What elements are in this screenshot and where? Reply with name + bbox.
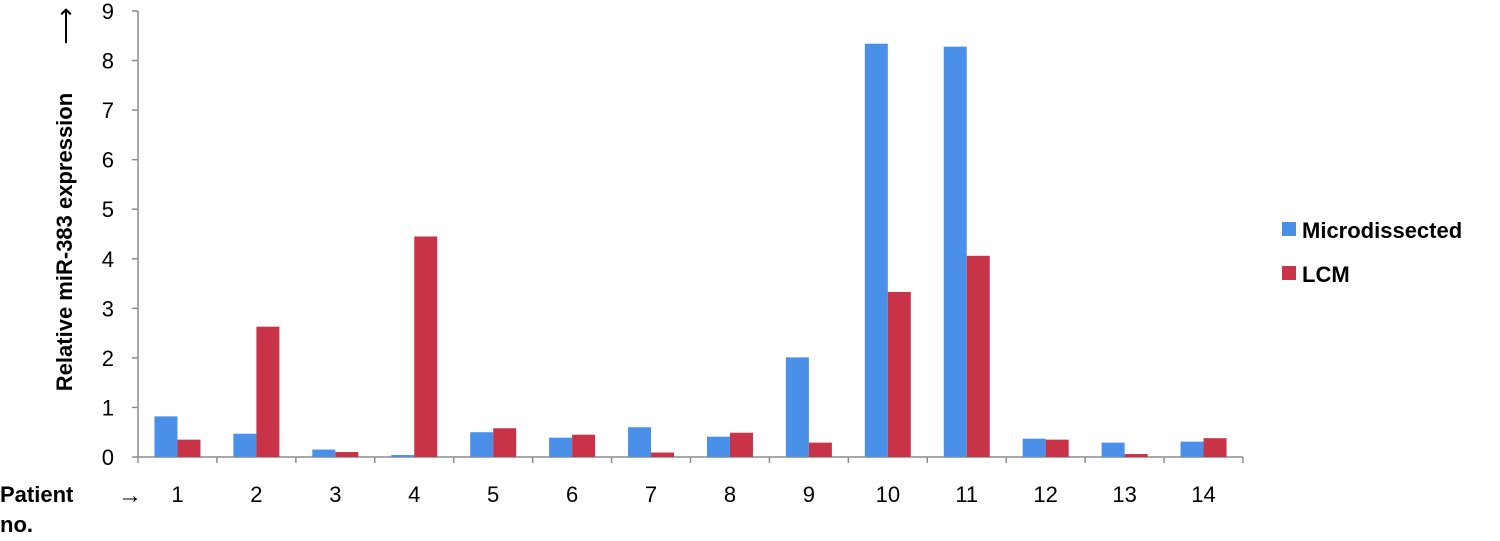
bar-microdissected-10	[864, 43, 888, 457]
x-tick-label: 11	[955, 482, 978, 507]
bar-lcm-7	[651, 452, 675, 457]
x-tick-label: 4	[408, 482, 420, 507]
bars	[154, 43, 1227, 458]
bar-microdissected-4	[391, 455, 415, 457]
y-tick-label: 4	[102, 247, 114, 272]
x-axis-label-line1: Patient	[0, 482, 74, 507]
x-tick-label: 12	[1033, 482, 1057, 507]
bar-microdissected-5	[470, 432, 494, 457]
bar-microdissected-1	[154, 416, 178, 457]
bar-lcm-9	[808, 442, 832, 457]
legend-swatch-microdissected	[1282, 222, 1296, 236]
x-tick-label: 2	[250, 482, 262, 507]
bar-microdissected-6	[549, 437, 573, 457]
bar-lcm-12	[1045, 439, 1069, 457]
x-tick-label: 10	[876, 482, 900, 507]
legend-label-lcm: LCM	[1302, 262, 1350, 287]
bar-microdissected-14	[1180, 441, 1204, 457]
bar-lcm-1	[177, 439, 201, 457]
bar-microdissected-9	[785, 357, 809, 457]
bar-lcm-10	[887, 291, 911, 457]
y-tick-label: 6	[102, 148, 114, 173]
x-tick-label: 13	[1112, 482, 1136, 507]
x-tick-label: 14	[1191, 482, 1215, 507]
bar-lcm-5	[493, 428, 517, 457]
bar-lcm-2	[256, 326, 280, 457]
bar-lcm-6	[572, 434, 596, 457]
bar-lcm-14	[1203, 438, 1227, 457]
x-tick-label: 7	[645, 482, 657, 507]
y-tick-label: 1	[102, 395, 114, 420]
bar-microdissected-11	[943, 46, 967, 458]
y-tick-label: 5	[102, 197, 114, 222]
labels: Relative miR-383 expression ⟶ Patient no…	[0, 7, 142, 537]
bar-lcm-8	[729, 432, 753, 457]
y-tick-label: 8	[102, 49, 114, 74]
x-tick-label: 8	[724, 482, 736, 507]
y-tick-label: 2	[102, 346, 114, 371]
x-tick-label: 6	[566, 482, 578, 507]
y-axis-label-arrow: ⟶	[50, 7, 80, 44]
bar-microdissected-7	[628, 427, 652, 457]
legend: Microdissected LCM	[1282, 218, 1462, 287]
bar-microdissected-13	[1101, 442, 1125, 457]
x-axis-label-arrow: →	[118, 482, 142, 509]
y-tick-label: 9	[102, 0, 114, 24]
legend-label-microdissected: Microdissected	[1302, 218, 1462, 243]
x-tick-label: 3	[329, 482, 341, 507]
bar-lcm-13	[1124, 454, 1148, 457]
x-tick-label: 5	[487, 482, 499, 507]
bar-microdissected-2	[233, 433, 257, 457]
y-axis-label: Relative miR-383 expression	[52, 93, 77, 391]
bar-lcm-4	[414, 236, 438, 457]
x-tick-label: 1	[171, 482, 183, 507]
y-tick-label: 3	[102, 296, 114, 321]
y-tick-label: 7	[102, 98, 114, 123]
bar-lcm-11	[966, 255, 990, 457]
bar-lcm-3	[335, 452, 359, 457]
x-axis-label-line2: no.	[0, 512, 33, 536]
y-tick-label: 0	[102, 445, 114, 470]
bar-microdissected-12	[1022, 438, 1046, 457]
x-tick-label: 9	[803, 482, 815, 507]
legend-swatch-lcm	[1282, 266, 1296, 280]
bar-microdissected-8	[706, 436, 730, 457]
bar-microdissected-3	[312, 449, 336, 457]
